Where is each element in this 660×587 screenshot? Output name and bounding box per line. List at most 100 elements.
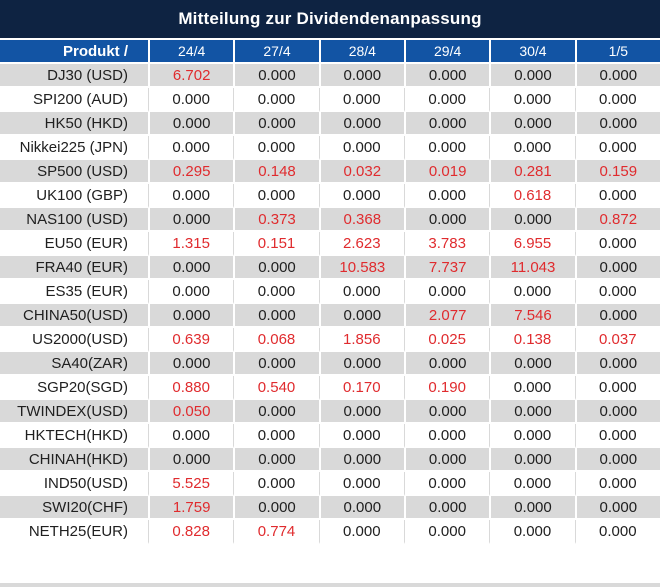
value-cell: 0.373 — [233, 208, 319, 232]
value-cell: 0.000 — [148, 448, 234, 472]
value-cell: 0.000 — [574, 184, 660, 208]
column-header-product: Produkt / — [0, 40, 148, 64]
value-cell: 0.000 — [148, 136, 234, 160]
table-row: HKTECH(HKD) 0.000 0.000 0.000 0.000 0.00… — [0, 424, 660, 448]
value-cell: 0.037 — [574, 328, 660, 352]
value-cell: 1.759 — [148, 496, 234, 520]
value-cell: 0.000 — [318, 424, 404, 448]
value-cell: 0.000 — [233, 496, 319, 520]
value-cell: 0.000 — [574, 88, 660, 112]
value-cell: 0.000 — [574, 64, 660, 88]
value-cell: 10.583 — [318, 256, 404, 280]
value-cell: 0.159 — [574, 160, 660, 184]
value-cell: 0.000 — [574, 112, 660, 136]
product-cell: UK100 (GBP) — [0, 184, 148, 208]
value-cell: 0.000 — [233, 88, 319, 112]
table-row: NETH25(EUR) 0.828 0.774 0.000 0.000 0.00… — [0, 520, 660, 544]
product-cell: SPI200 (AUD) — [0, 88, 148, 112]
value-cell: 0.000 — [489, 448, 575, 472]
column-header-date-4: 29/4 — [403, 40, 490, 64]
value-cell: 0.000 — [148, 208, 234, 232]
value-cell: 2.623 — [318, 232, 404, 256]
value-cell: 0.000 — [489, 472, 575, 496]
value-cell: 0.618 — [489, 184, 575, 208]
table-row: DJ30 (USD) 6.702 0.000 0.000 0.000 0.000… — [0, 64, 660, 88]
value-cell: 11.043 — [489, 256, 575, 280]
product-cell: SA40(ZAR) — [0, 352, 148, 376]
value-cell: 0.000 — [574, 352, 660, 376]
table-body: DJ30 (USD) 6.702 0.000 0.000 0.000 0.000… — [0, 64, 660, 544]
value-cell: 0.000 — [403, 184, 490, 208]
value-cell: 0.000 — [318, 304, 404, 328]
table-row: SP500 (USD) 0.295 0.148 0.032 0.019 0.28… — [0, 160, 660, 184]
value-cell: 0.000 — [489, 424, 575, 448]
value-cell: 0.000 — [318, 64, 404, 88]
value-cell: 0.000 — [403, 112, 490, 136]
value-cell: 0.000 — [403, 280, 490, 304]
product-cell: NETH25(EUR) — [0, 520, 148, 544]
column-header-date-3: 28/4 — [318, 40, 404, 64]
value-cell: 0.000 — [574, 496, 660, 520]
value-cell: 0.880 — [148, 376, 234, 400]
value-cell: 0.000 — [403, 136, 490, 160]
table-row: UK100 (GBP) 0.000 0.000 0.000 0.000 0.61… — [0, 184, 660, 208]
value-cell: 0.000 — [489, 280, 575, 304]
value-cell: 0.872 — [574, 208, 660, 232]
value-cell: 2.077 — [403, 304, 490, 328]
value-cell: 0.000 — [574, 448, 660, 472]
product-cell: CHINAH(HKD) — [0, 448, 148, 472]
value-cell: 0.000 — [318, 136, 404, 160]
value-cell: 0.000 — [318, 352, 404, 376]
value-cell: 0.639 — [148, 328, 234, 352]
value-cell: 0.000 — [489, 136, 575, 160]
value-cell: 0.000 — [403, 424, 490, 448]
value-cell: 0.000 — [148, 304, 234, 328]
value-cell: 1.315 — [148, 232, 234, 256]
value-cell: 0.000 — [574, 424, 660, 448]
value-cell: 0.190 — [403, 376, 490, 400]
value-cell: 5.525 — [148, 472, 234, 496]
column-header-date-1: 24/4 — [148, 40, 234, 64]
value-cell: 0.000 — [489, 352, 575, 376]
value-cell: 0.000 — [318, 280, 404, 304]
product-cell: HK50 (HKD) — [0, 112, 148, 136]
product-cell: EU50 (EUR) — [0, 232, 148, 256]
product-cell: ES35 (EUR) — [0, 280, 148, 304]
value-cell: 6.702 — [148, 64, 234, 88]
column-header-date-5: 30/4 — [489, 40, 575, 64]
product-cell: HKTECH(HKD) — [0, 424, 148, 448]
table-row: FRA40 (EUR) 0.000 0.000 10.583 7.737 11.… — [0, 256, 660, 280]
value-cell: 0.000 — [403, 496, 490, 520]
product-cell: FRA40 (EUR) — [0, 256, 148, 280]
value-cell: 0.000 — [318, 112, 404, 136]
value-cell: 0.000 — [233, 256, 319, 280]
value-cell: 0.151 — [233, 232, 319, 256]
product-cell: Nikkei225 (JPN) — [0, 136, 148, 160]
value-cell: 6.955 — [489, 232, 575, 256]
value-cell: 0.000 — [489, 520, 575, 544]
value-cell: 0.000 — [148, 88, 234, 112]
value-cell: 0.000 — [233, 448, 319, 472]
value-cell: 0.148 — [233, 160, 319, 184]
value-cell: 0.000 — [233, 280, 319, 304]
value-cell: 0.000 — [489, 208, 575, 232]
value-cell: 0.000 — [148, 352, 234, 376]
value-cell: 0.000 — [403, 448, 490, 472]
value-cell: 0.828 — [148, 520, 234, 544]
column-header-date-6: 1/5 — [574, 40, 660, 64]
table-row: SA40(ZAR) 0.000 0.000 0.000 0.000 0.000 … — [0, 352, 660, 376]
value-cell: 0.019 — [403, 160, 490, 184]
value-cell: 0.138 — [489, 328, 575, 352]
value-cell: 0.000 — [574, 376, 660, 400]
value-cell: 0.000 — [233, 136, 319, 160]
value-cell: 0.170 — [318, 376, 404, 400]
value-cell: 0.000 — [574, 304, 660, 328]
table-row: IND50(USD) 5.525 0.000 0.000 0.000 0.000… — [0, 472, 660, 496]
product-cell: SWI20(CHF) — [0, 496, 148, 520]
table-row: HK50 (HKD) 0.000 0.000 0.000 0.000 0.000… — [0, 112, 660, 136]
dividend-table: Produkt / 24/4 27/4 28/4 29/4 30/4 1/5 D… — [0, 40, 660, 544]
value-cell: 0.000 — [318, 400, 404, 424]
value-cell: 0.000 — [233, 184, 319, 208]
value-cell: 0.000 — [403, 400, 490, 424]
